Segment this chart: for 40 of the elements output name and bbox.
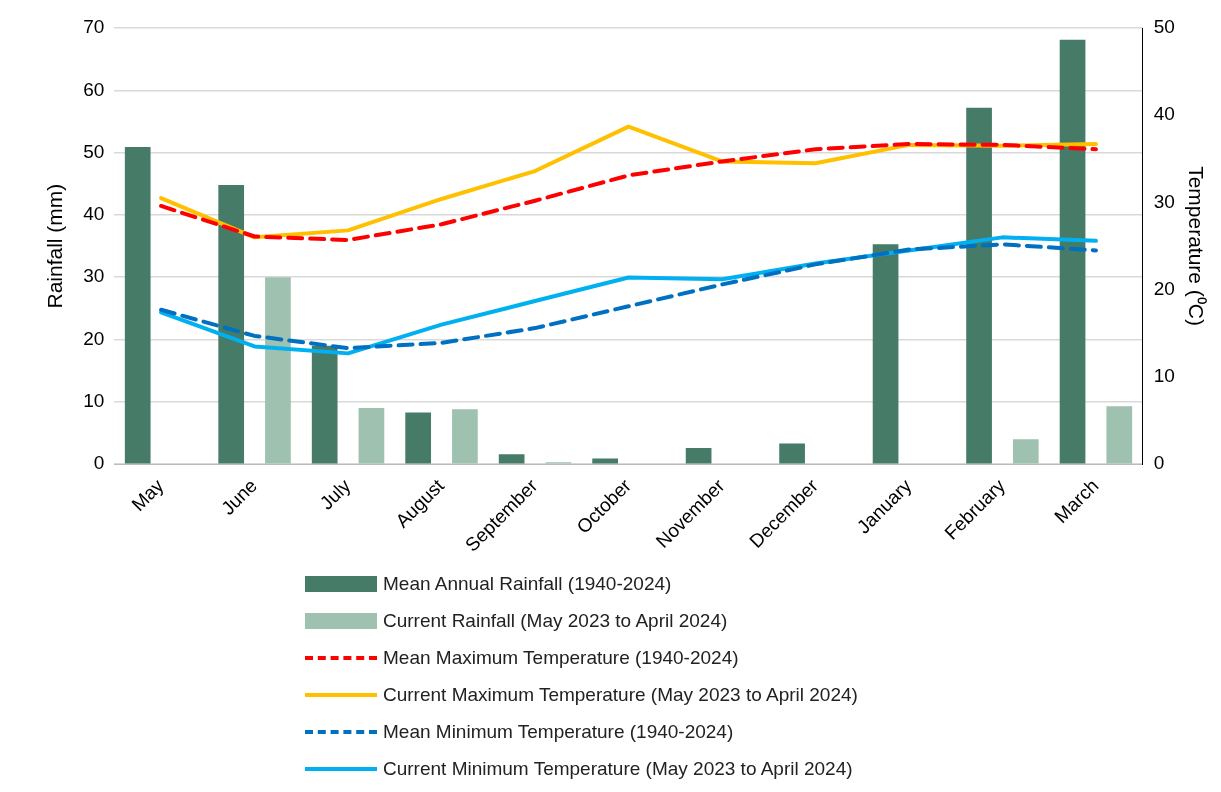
legend-label: Current Minimum Temperature (May 2023 to April 2024) (383, 757, 853, 780)
y-tick-label: 0 (93, 452, 105, 474)
bar (1012, 439, 1039, 464)
legend-label: Current Maximum Temperature (May 2023 to April 2024) (383, 683, 858, 706)
bar (358, 408, 385, 464)
line-series (159, 142, 1098, 242)
bar (872, 244, 899, 464)
y-tick-label: 70 (83, 16, 105, 38)
y-tick-label: 60 (83, 78, 105, 100)
y2-tick-label: 30 (1153, 190, 1175, 212)
bar (1059, 39, 1086, 464)
legend-label: Mean Minimum Temperature (1940-2024) (383, 720, 734, 743)
bar (498, 454, 525, 464)
y-tick-label: 10 (83, 390, 105, 412)
bar (966, 107, 992, 464)
y-tick-label: 40 (83, 203, 105, 225)
x-tick-label: May (127, 474, 168, 516)
y-tick-label: 20 (83, 327, 105, 349)
bar (779, 443, 805, 464)
y-axis-title: Rainfall (mm) (43, 183, 67, 309)
legend-label: Mean Maximum Temperature (1940-2024) (383, 646, 739, 669)
bar (452, 409, 478, 464)
y2-tick-label: 40 (1153, 103, 1175, 125)
y2-tick-label: 10 (1153, 365, 1175, 387)
y2-tick-label: 0 (1153, 452, 1165, 474)
x-tick-label: July (315, 474, 355, 514)
y2-tick-label: 50 (1153, 16, 1175, 38)
legend-label: Mean Annual Rainfall (1940-2024) (383, 572, 672, 595)
bar (218, 185, 245, 464)
bar (685, 447, 712, 464)
bar (405, 412, 432, 464)
bar (311, 345, 338, 464)
bar (1106, 406, 1133, 464)
y2-axis-title: Temperature (⁰C) (1184, 166, 1208, 327)
bar (124, 147, 151, 464)
y-tick-label: 30 (83, 265, 105, 287)
y-tick-label: 50 (83, 140, 105, 162)
y2-tick-label: 20 (1153, 277, 1175, 299)
bar (265, 277, 291, 464)
legend-label: Current Rainfall (May 2023 to April 2024) (383, 609, 728, 632)
